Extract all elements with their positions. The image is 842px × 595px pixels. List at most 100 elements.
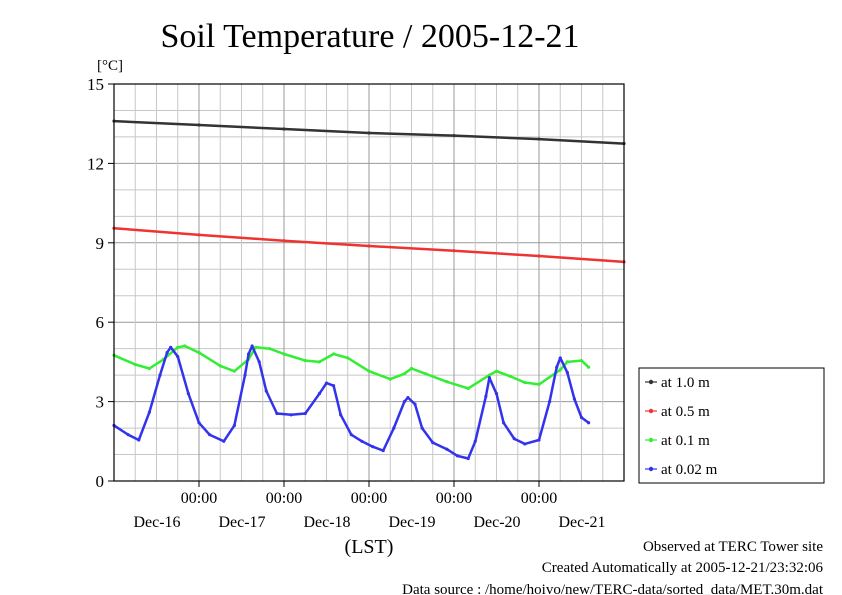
data-point: [367, 369, 371, 373]
data-point: [406, 396, 410, 400]
data-point: [232, 423, 237, 428]
footer-data-source: Data source : /home/hoivo/new/TERC-data/…: [402, 582, 824, 595]
data-point: [264, 389, 268, 393]
data-point: [537, 438, 541, 442]
data-point: [303, 358, 307, 363]
footer-observed-site: Observed at TERC Tower site: [643, 539, 823, 555]
x-tick-time-label: 00:00: [521, 490, 557, 507]
data-point: [303, 411, 307, 416]
chart-title: Soil Temperature / 2005-12-21: [160, 18, 579, 55]
data-point: [289, 413, 293, 417]
data-point: [455, 454, 460, 458]
legend-box: [638, 367, 825, 484]
x-axis-ticks: 00:00Dec-1600:00Dec-1700:00Dec-1800:00De…: [133, 481, 606, 531]
data-point: [346, 356, 350, 360]
data-point: [558, 356, 562, 360]
series-at-0-1-m: [112, 344, 591, 390]
plot-series: [112, 119, 626, 461]
legend: at 1.0 m at 0.5 m at 0.1 m at 0.02 m: [638, 367, 825, 484]
data-point: [445, 447, 449, 451]
data-point: [268, 347, 272, 351]
data-point: [452, 249, 456, 253]
series-at-0-5-m: [112, 226, 626, 264]
data-point: [501, 421, 506, 425]
data-point: [176, 355, 180, 359]
data-point: [484, 394, 488, 398]
data-point: [222, 439, 226, 443]
y-tick-label: 15: [87, 75, 104, 94]
data-point: [487, 376, 492, 380]
x-tick-time-label: 00:00: [181, 490, 217, 507]
data-point: [572, 397, 577, 401]
data-point: [452, 134, 456, 138]
data-point: [424, 372, 428, 376]
legend-swatch-marker: [648, 408, 654, 414]
data-point: [165, 351, 169, 355]
data-point: [473, 439, 477, 443]
y-axis-ticks: 0 3 6 9 12 15: [87, 75, 114, 491]
data-point: [176, 345, 180, 349]
data-point: [137, 438, 141, 442]
data-point: [579, 358, 584, 363]
data-point: [558, 368, 562, 372]
data-point: [197, 233, 201, 237]
data-point: [445, 380, 449, 384]
data-point: [254, 345, 258, 349]
data-point: [420, 426, 424, 430]
y-tick-label: 12: [87, 154, 104, 173]
data-point: [537, 382, 541, 386]
data-point: [494, 392, 499, 396]
data-point: [548, 400, 552, 404]
data-point: [147, 410, 152, 414]
x-tick-time-label: 00:00: [436, 490, 472, 507]
y-tick-label: 9: [96, 234, 105, 253]
data-point: [402, 400, 407, 404]
data-point: [523, 380, 527, 385]
data-point: [232, 369, 237, 373]
x-tick-date-label: Dec-17: [218, 514, 265, 531]
data-point: [197, 351, 201, 355]
legend-item: at 0.5 m: [645, 404, 710, 420]
data-point: [402, 372, 407, 376]
data-point: [282, 127, 286, 131]
legend-item: at 1.0 m: [645, 375, 710, 391]
data-point: [197, 123, 201, 127]
data-point: [147, 366, 152, 371]
legend-label: at 0.02 m: [661, 462, 718, 478]
legend-label: at 0.5 m: [661, 404, 710, 420]
x-tick-time-label: 00:00: [266, 490, 302, 507]
x-tick-time-label: 00:00: [351, 490, 387, 507]
data-point: [370, 444, 375, 449]
data-point: [317, 360, 322, 364]
data-point: [133, 362, 137, 367]
data-point: [183, 344, 187, 348]
y-axis-label: [°C]: [97, 58, 123, 74]
data-point: [494, 369, 499, 373]
legend-item: at 0.02 m: [645, 462, 718, 478]
data-point: [275, 411, 279, 416]
data-point: [512, 437, 516, 441]
data-point: [413, 402, 417, 406]
data-point: [466, 456, 470, 461]
y-tick-label: 6: [96, 313, 105, 332]
data-point: [555, 365, 559, 369]
data-point: [331, 384, 336, 388]
grid-lines: [114, 84, 624, 481]
data-point: [169, 345, 173, 349]
data-point: [409, 366, 414, 371]
x-tick-date-label: Dec-18: [303, 514, 350, 531]
legend-swatch-marker: [648, 379, 654, 385]
data-point: [349, 433, 353, 437]
legend-swatch-marker: [648, 466, 654, 472]
data-point: [537, 254, 541, 258]
data-point: [208, 433, 212, 437]
data-point: [282, 239, 286, 243]
series-at-1-0-m: [112, 119, 626, 146]
data-point: [586, 365, 591, 369]
legend-label: at 0.1 m: [661, 433, 710, 449]
data-point: [565, 360, 569, 364]
data-point: [509, 374, 513, 379]
legend-label: at 1.0 m: [661, 375, 710, 391]
data-point: [339, 413, 343, 417]
